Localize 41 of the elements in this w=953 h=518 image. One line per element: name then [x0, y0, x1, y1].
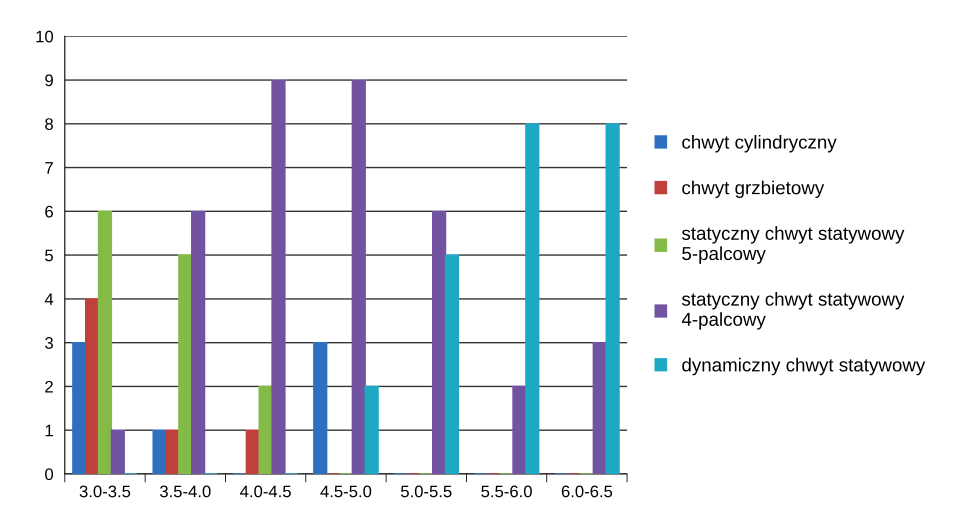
bar [444, 254, 460, 474]
x-tick-label: 3.5-4.0 [160, 486, 211, 498]
y-tick-label: 7 [45, 162, 53, 174]
y-tick-label: 6 [45, 206, 53, 218]
bar [313, 342, 328, 474]
y-tick-label: 9 [45, 74, 53, 86]
bar [178, 254, 192, 474]
y-tick-label: 5 [45, 250, 53, 262]
y-tick-label: 10 [36, 30, 54, 42]
x-tick-label: 6.0-6.5 [562, 486, 612, 498]
bar [246, 430, 260, 474]
bar [352, 79, 366, 474]
y-tick-label: 0 [45, 468, 54, 480]
bar [72, 342, 86, 474]
bar [110, 430, 125, 474]
legend-label: chwyt grzbietowy [682, 180, 824, 198]
x-tick-label: 3.0-3.5 [80, 486, 130, 498]
bar [152, 430, 167, 474]
bar [98, 210, 112, 474]
bar [84, 298, 100, 474]
bar [525, 123, 540, 474]
y-tick-label: 3 [45, 337, 53, 349]
bar [191, 210, 206, 474]
y-tick-label: 8 [45, 118, 53, 130]
legend-label: dynamiczny chwyt statywowy [682, 358, 926, 376]
x-tick-label: 5.0-5.5 [400, 486, 452, 498]
x-tick-label: 4.5-5.0 [320, 486, 372, 498]
x-tick-label: 4.0-4.5 [240, 486, 291, 498]
y-tick-label: 4 [44, 293, 54, 305]
bar [605, 123, 620, 474]
legend-label: chwyt cylindryczny [682, 134, 837, 152]
legend-label: statyczny chwyt statywowy 5-palcowy [682, 226, 904, 264]
bar [592, 342, 607, 474]
bar [271, 79, 286, 474]
bar [364, 386, 379, 474]
y-tick-label: 2 [45, 380, 53, 392]
legend-label: statyczny chwyt statywowy 4-palcowy [682, 292, 904, 330]
bar [258, 386, 273, 474]
x-tick-label: 5.5-6.0 [481, 486, 532, 498]
y-tick-label: 1 [46, 424, 53, 436]
bar [432, 210, 446, 474]
